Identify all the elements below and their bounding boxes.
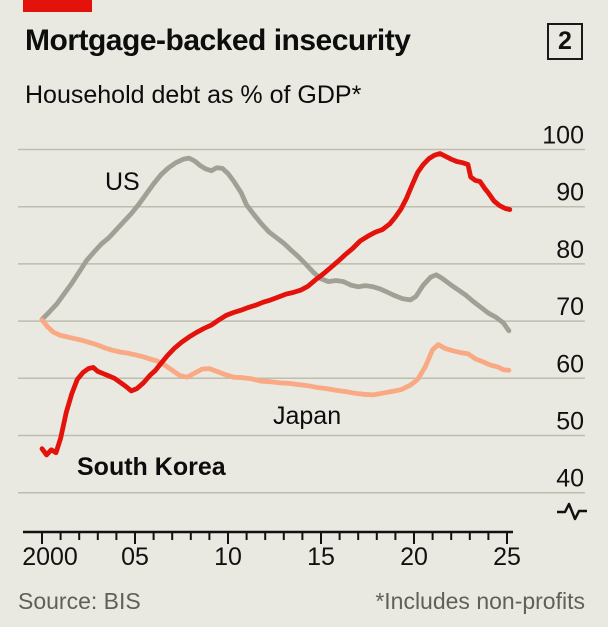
y-tick-label: 40 [556,465,584,493]
x-tick-label: 05 [121,543,149,571]
y-tick-label: 80 [556,236,584,264]
y-tick-label: 100 [542,122,584,150]
x-tick-label: 10 [214,543,242,571]
chart-index-badge: 2 [547,23,583,60]
series-line-us [39,155,512,334]
series-label-japan: Japan [273,402,341,430]
x-tick-label: 2000 [22,543,78,571]
x-tick-label: 15 [307,543,335,571]
series-line-south-korea [39,151,513,458]
axis-break-icon [557,502,587,521]
chart-title: Mortgage-backed insecurity [25,24,411,57]
y-tick-label: 60 [556,350,584,378]
footnote: *Includes non-profits [375,588,585,614]
series-line-japan [39,317,512,398]
y-tick-label: 90 [556,179,584,207]
series-label-us: US [105,168,140,196]
x-tick-label: 25 [493,543,521,571]
y-tick-label: 50 [556,408,584,436]
x-tick-label: 20 [400,543,428,571]
y-tick-label: 70 [556,293,584,321]
chart-subtitle: Household debt as % of GDP* [25,81,362,109]
brand-accent-bar [23,0,92,12]
source-note: Source: BIS [18,588,141,614]
series-label-south-korea: South Korea [77,453,227,481]
